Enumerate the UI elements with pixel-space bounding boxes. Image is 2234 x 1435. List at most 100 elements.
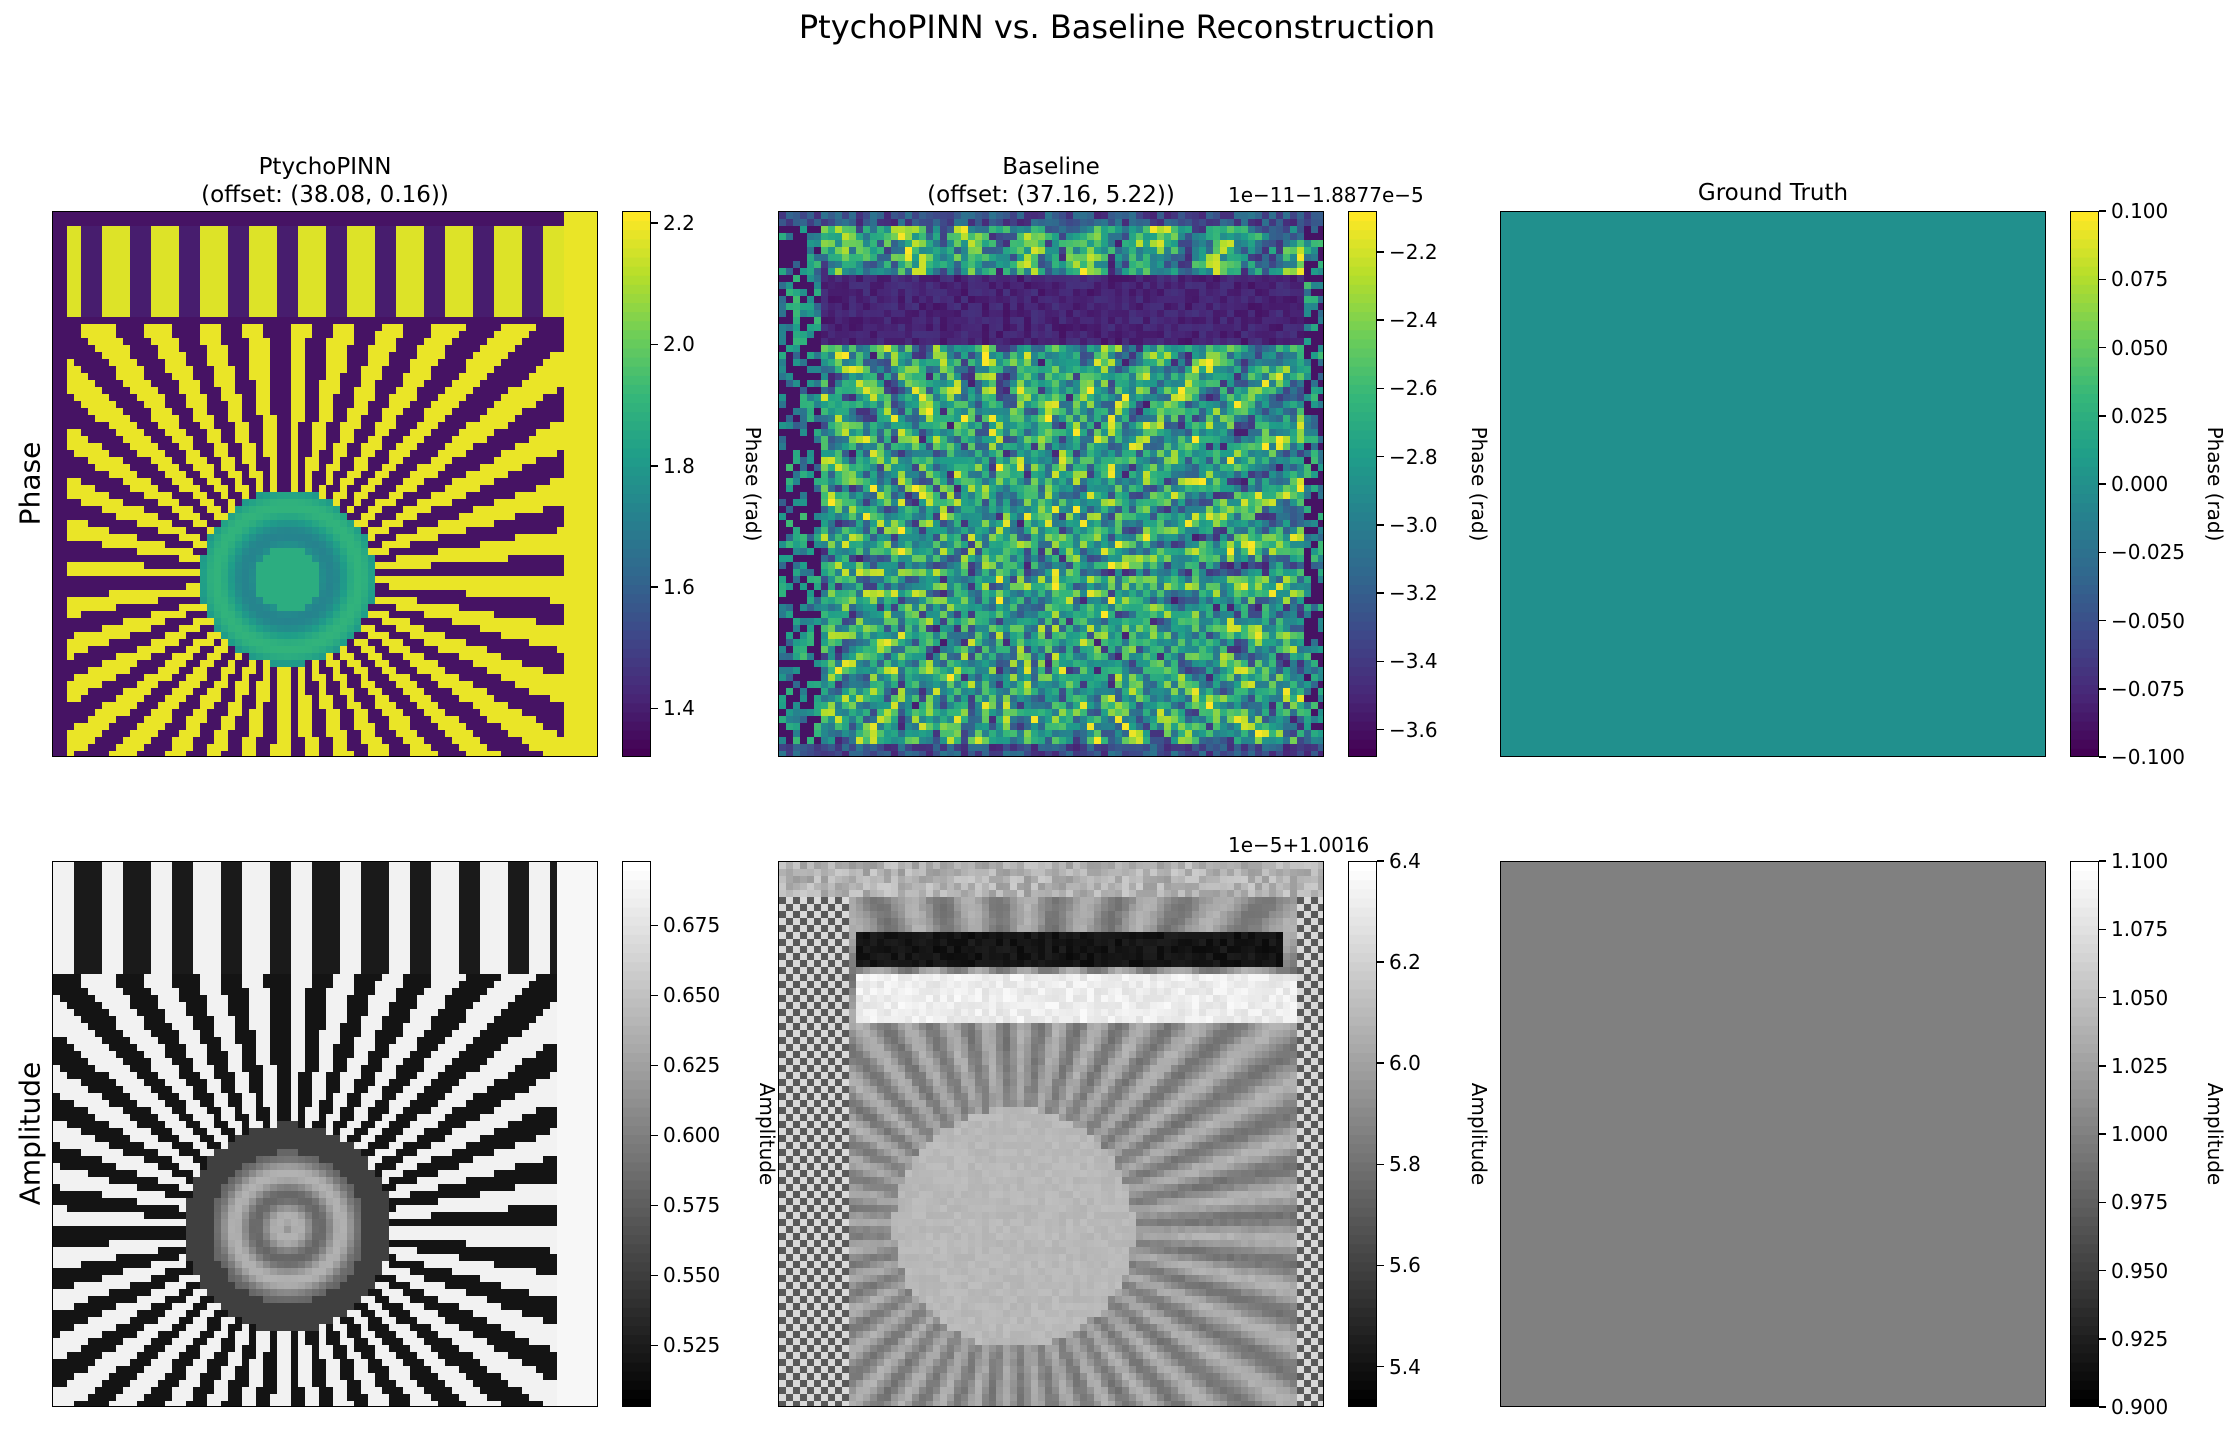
colorbar-tick-mark	[651, 465, 658, 467]
heatmap-image	[53, 862, 598, 1407]
colorbar-gradient	[1349, 862, 1377, 1407]
colorbar-tick-mark	[1377, 592, 1384, 594]
colorbar-tick-mark	[651, 1275, 658, 1277]
colorbar-tick-label: 5.8	[1389, 1152, 1421, 1176]
colorbar-tick-label: −3.2	[1389, 581, 1438, 605]
colorbar-tick-label: 0.050	[2111, 336, 2168, 360]
colorbar-tick-label: 1.4	[663, 696, 695, 720]
heatmap-panel	[1500, 861, 2046, 1407]
colorbar-tick-label: 0.600	[663, 1123, 720, 1147]
heatmap-cells	[779, 862, 1324, 1407]
colorbar	[2070, 861, 2099, 1407]
colorbar-tick-label: 6.2	[1389, 950, 1421, 974]
colorbar-tick-label: 1.6	[663, 575, 695, 599]
colorbar-tick-mark	[651, 1065, 658, 1067]
heatmap-image	[1501, 212, 2046, 757]
colorbar-tick-mark	[1377, 961, 1384, 963]
colorbar-tick-label: 5.6	[1389, 1253, 1421, 1277]
colorbar-label: Amplitude	[2203, 1034, 2227, 1234]
colorbar-tick-label: 1.100	[2111, 849, 2168, 873]
colorbar-gradient	[623, 212, 651, 757]
colorbar-tick-mark	[2099, 620, 2106, 622]
colorbar	[2070, 211, 2099, 757]
colorbar-tick-mark	[1377, 729, 1384, 731]
colorbar-tick-mark	[2099, 1406, 2106, 1408]
colorbar-tick-mark	[2099, 1270, 2106, 1272]
colorbar-tick-label: 1.025	[2111, 1054, 2168, 1078]
colorbar-tick-mark	[1377, 1062, 1384, 1064]
colorbar-tick-mark	[1377, 251, 1384, 253]
colorbar-tick-mark	[2099, 1133, 2106, 1135]
colorbar-tick-mark	[1377, 860, 1384, 862]
colorbar-tick-mark	[651, 222, 658, 224]
heatmap-panel	[778, 211, 1324, 757]
colorbar-offset-text: 1e−5+1.0016	[1228, 833, 1369, 857]
colorbar-tick-mark	[2099, 997, 2106, 999]
colorbar	[1348, 861, 1377, 1407]
colorbar-tick-mark	[2099, 210, 2106, 212]
colorbar-tick-label: 0.525	[663, 1333, 720, 1357]
colorbar-tick-label: −0.075	[2111, 677, 2185, 701]
colorbar-tick-mark	[2099, 688, 2106, 690]
colorbar-tick-label: 0.925	[2111, 1327, 2168, 1351]
heatmap-panel	[778, 861, 1324, 1407]
colorbar-tick-mark	[1377, 456, 1384, 458]
heatmap-image	[779, 862, 1324, 1407]
colorbar-tick-mark	[2099, 1202, 2106, 1204]
panel-title: PtychoPINN (offset: (38.08, 0.16))	[52, 153, 598, 209]
colorbar	[1348, 211, 1377, 757]
colorbar-tick-label: 0.950	[2111, 1259, 2168, 1283]
colorbar-tick-label: 2.0	[663, 332, 695, 356]
colorbar-tick-label: 0.650	[663, 983, 720, 1007]
colorbar-tick-label: 0.975	[2111, 1190, 2168, 1214]
colorbar-tick-label: 0.025	[2111, 404, 2168, 428]
colorbar-tick-label: 0.100	[2111, 199, 2168, 223]
colorbar-image	[623, 212, 651, 757]
colorbar-label: Phase (rad)	[1467, 384, 1491, 584]
colorbar-gradient	[2071, 862, 2099, 1407]
colorbar-tick-label: −0.050	[2111, 609, 2185, 633]
colorbar-tick-mark	[2099, 929, 2106, 931]
colorbar-tick-label: −2.6	[1389, 376, 1438, 400]
colorbar-tick-mark	[2099, 1065, 2106, 1067]
colorbar-image	[1349, 212, 1377, 757]
colorbar-gradient	[2071, 212, 2099, 757]
heatmap-uniform-field	[1501, 212, 2046, 757]
colorbar-tick-label: 2.2	[663, 211, 695, 235]
colorbar-tick-mark	[2099, 1338, 2106, 1340]
heatmap-cells	[779, 212, 1324, 757]
heatmap-panel	[52, 861, 598, 1407]
colorbar-tick-mark	[1377, 388, 1384, 390]
colorbar-gradient	[623, 862, 651, 1407]
colorbar-tick-mark	[1377, 1265, 1384, 1267]
colorbar-tick-label: −0.025	[2111, 540, 2185, 564]
colorbar	[622, 861, 651, 1407]
colorbar-tick-label: 0.000	[2111, 472, 2168, 496]
colorbar-tick-mark	[2099, 552, 2106, 554]
heatmap-image	[1501, 862, 2046, 1407]
colorbar-image	[1349, 862, 1377, 1407]
colorbar-tick-mark	[2099, 756, 2106, 758]
colorbar-tick-label: 0.900	[2111, 1395, 2168, 1419]
colorbar-tick-mark	[2099, 415, 2106, 417]
colorbar-tick-label: 1.000	[2111, 1122, 2168, 1146]
colorbar-tick-mark	[2099, 860, 2106, 862]
colorbar-label: Amplitude	[755, 1034, 779, 1234]
colorbar-tick-label: 6.4	[1389, 849, 1421, 873]
colorbar-tick-mark	[1377, 524, 1384, 526]
colorbar-label: Phase (rad)	[2203, 384, 2227, 584]
colorbar-tick-label: −0.100	[2111, 745, 2185, 769]
heatmap-cells	[53, 212, 598, 757]
colorbar	[622, 211, 651, 757]
colorbar-tick-mark	[651, 1205, 658, 1207]
colorbar-tick-label: −3.4	[1389, 649, 1438, 673]
colorbar-tick-label: 0.675	[663, 913, 720, 937]
colorbar-label: Amplitude	[1467, 1034, 1491, 1234]
colorbar-tick-label: 0.575	[663, 1193, 720, 1217]
heatmap-uniform-field	[1501, 862, 2046, 1407]
colorbar-tick-label: 0.075	[2111, 267, 2168, 291]
colorbar-tick-label: −2.4	[1389, 308, 1438, 332]
colorbar-image	[2071, 862, 2099, 1407]
colorbar-tick-mark	[651, 1135, 658, 1137]
colorbar-gradient	[1349, 212, 1377, 757]
